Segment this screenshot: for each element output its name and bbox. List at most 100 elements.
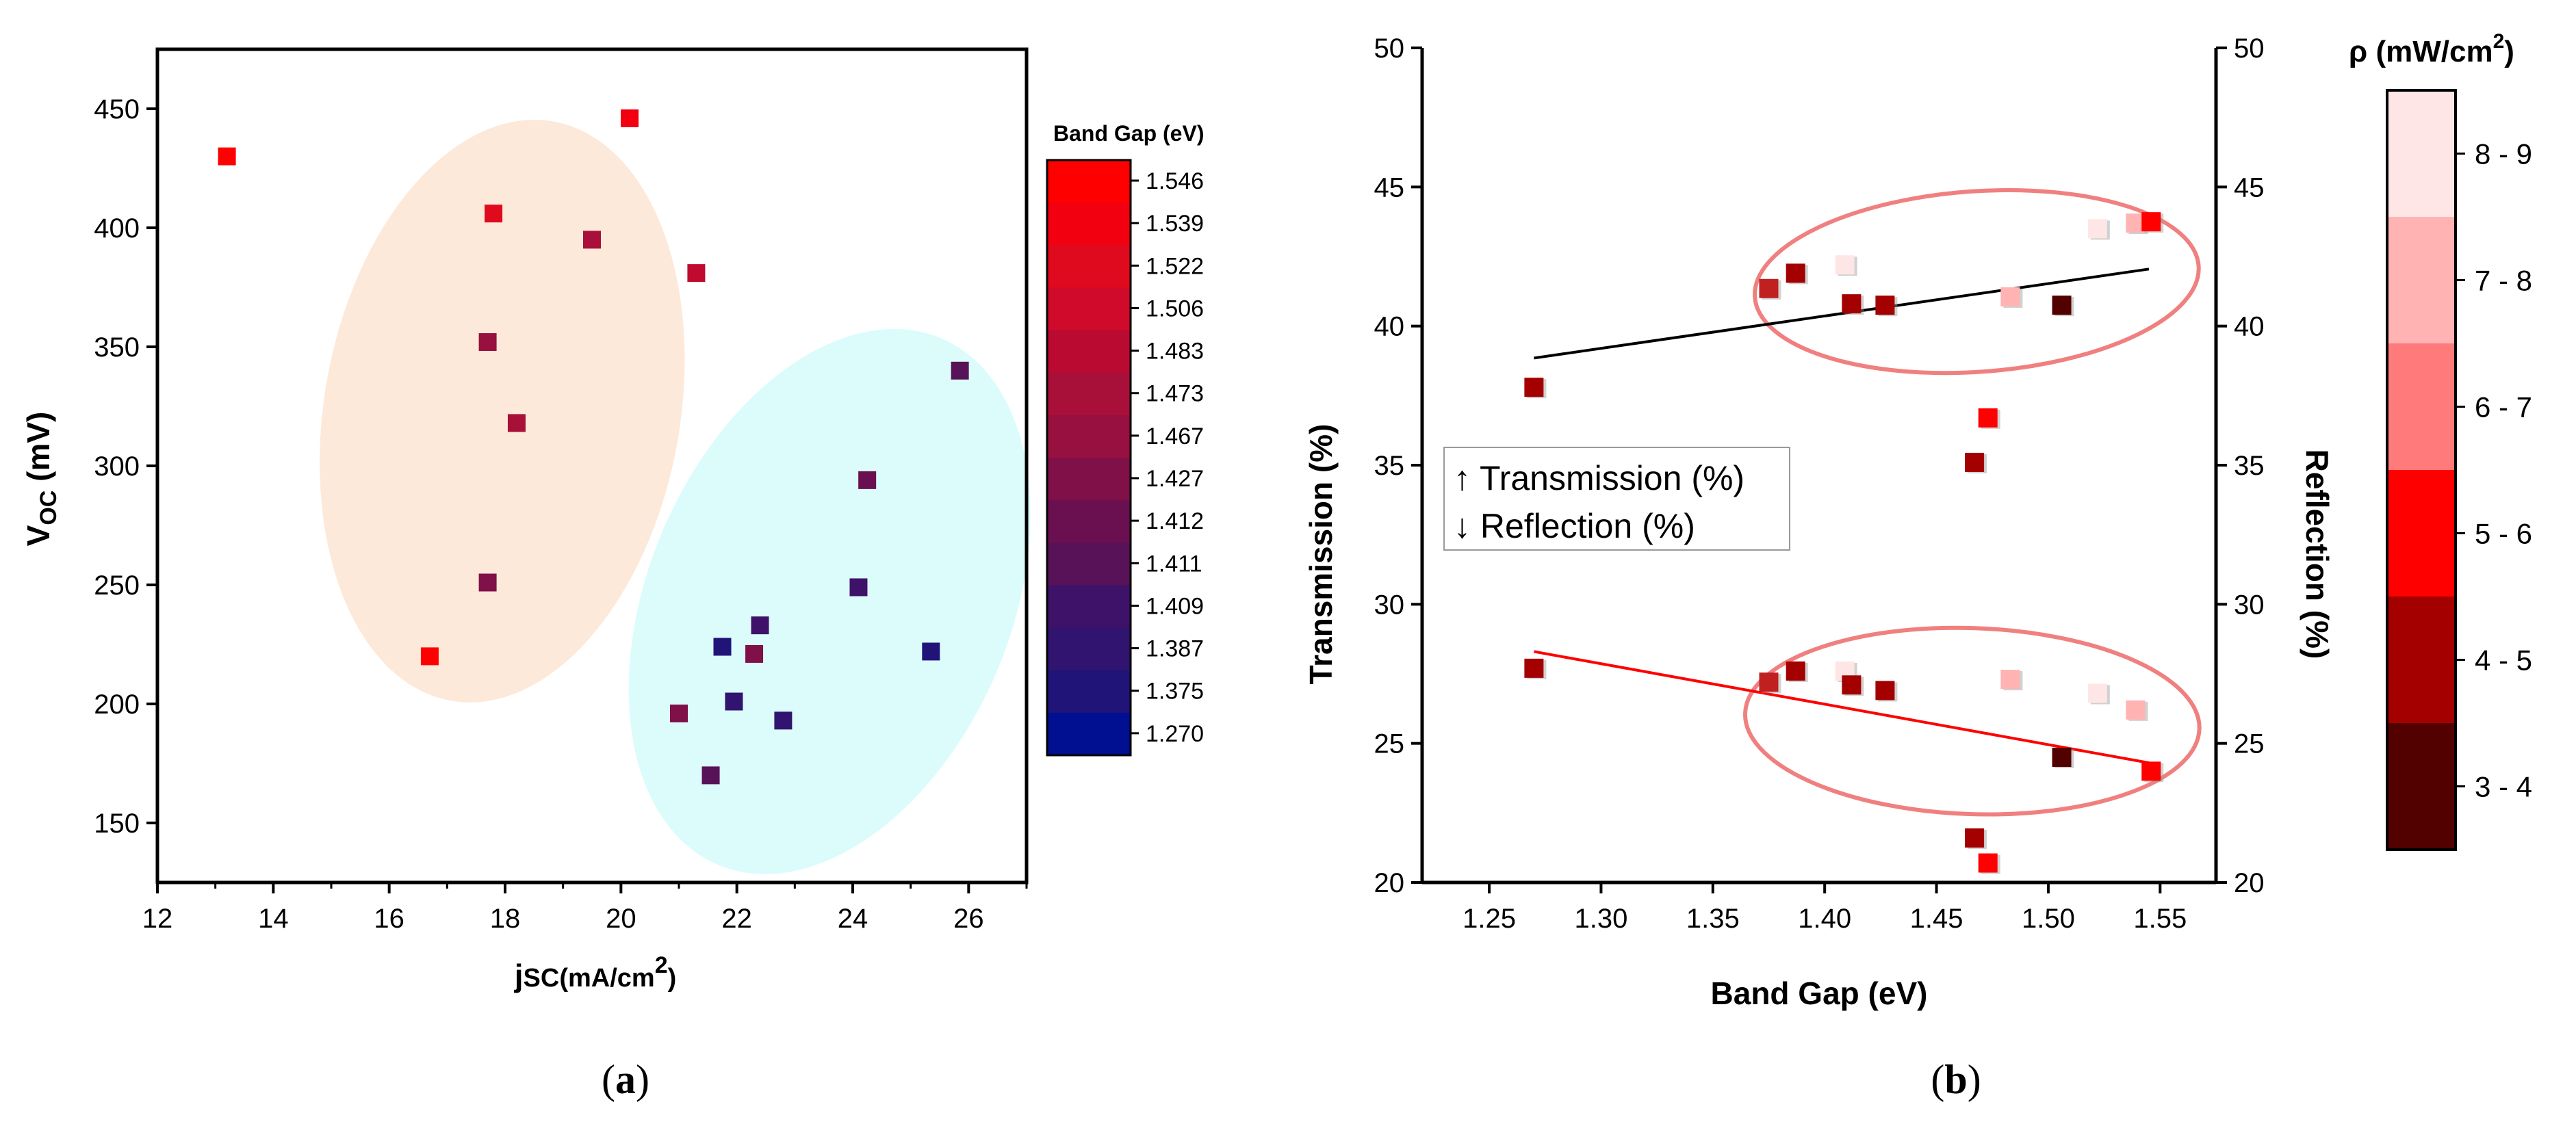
- transmission-point: [1835, 255, 1855, 275]
- highlight-ellipses: [1742, 187, 2202, 817]
- data-point: [701, 766, 720, 785]
- y-label-main: V: [21, 525, 56, 546]
- panel-a-label: (a): [602, 1057, 649, 1102]
- data-point: [858, 471, 877, 489]
- x-label-sub: SC: [524, 964, 560, 993]
- colorbar-cell: [1047, 160, 1131, 203]
- axes: 1.25 1.30 1.35 1.40 1.45 1.50 1.55 20 20 25 25 30 30…: [1374, 34, 2265, 934]
- colorbar-label: 1.409: [1146, 593, 1204, 619]
- colorbar-label: 1.411: [1146, 551, 1202, 577]
- reflection-point: [2141, 761, 2161, 781]
- reflection-point: [2126, 700, 2146, 720]
- transmission-points: [1524, 212, 2164, 473]
- y-label-sub: OC: [36, 490, 62, 525]
- colorbar-label: 1.270: [1146, 721, 1204, 747]
- data-points: [218, 109, 969, 785]
- reflection-point: [1978, 853, 1998, 873]
- y-tick-label-right: 35: [2234, 451, 2265, 481]
- x-tick-label: 1.35: [1686, 904, 1740, 934]
- fit-line-transmission: [1534, 267, 2150, 360]
- panel-b-label: (b): [1931, 1057, 1981, 1102]
- data-point: [583, 231, 601, 249]
- data-point: [922, 642, 940, 661]
- transmission-point: [2000, 287, 2020, 306]
- x-tick-label: 18: [490, 904, 521, 934]
- panel-b-letter: b: [1944, 1057, 1967, 1102]
- legend-box: [1443, 447, 1790, 551]
- colorbar-cell: [1047, 287, 1131, 331]
- x-label-main: j: [514, 958, 524, 993]
- x-tick-label: 26: [953, 904, 984, 934]
- data-point: [420, 647, 439, 666]
- reflection-point: [1786, 661, 1805, 681]
- data-point: [621, 109, 639, 127]
- transmission-point: [1759, 278, 1779, 298]
- colorbar-title: Band Gap (eV): [1053, 121, 1204, 146]
- fit-line-reflection: [1534, 650, 2150, 765]
- colorbar-cell: [1047, 585, 1131, 629]
- reflection-point: [1875, 681, 1895, 701]
- colorbar-cell: [2387, 343, 2456, 471]
- colorbar-title-sup: 2: [2493, 30, 2505, 53]
- data-point: [670, 704, 688, 722]
- y-tick-label-left: 30: [1374, 590, 1405, 620]
- colorbar-label: 1.467: [1146, 423, 1204, 449]
- x-tick-label: 1.50: [2022, 904, 2075, 934]
- colorbar-label: 4 - 5: [2475, 644, 2532, 677]
- y-tick-label-left: 40: [1374, 312, 1405, 342]
- colorbar-cell: [1047, 202, 1131, 246]
- data-point: [725, 692, 743, 711]
- x-tick-label: 20: [606, 904, 636, 934]
- colorbar-cell: [1047, 372, 1131, 416]
- colorbar-title-end: ): [2504, 35, 2514, 68]
- x-tick-label: 1.40: [1798, 904, 1851, 934]
- fit-lines: [1534, 267, 2150, 765]
- y-tick-label: 300: [94, 451, 140, 482]
- data-point: [745, 644, 764, 663]
- transmission-point: [2141, 212, 2161, 232]
- cluster-regions: [320, 120, 1031, 874]
- panel-a-chart: 12 14 16 18 20 22 24 26 150 200 250 300 350 400 450 V…: [21, 47, 1204, 1102]
- y-tick-label-left: 50: [1374, 34, 1405, 64]
- x-axis: 12 14 16 18 20 22 24 26: [142, 882, 1028, 934]
- colorbar-label: 1.412: [1146, 508, 1204, 534]
- y-tick-label-left: 35: [1374, 451, 1405, 481]
- data-point: [713, 638, 732, 656]
- reflection-point: [1965, 828, 1985, 848]
- reflection-point: [1524, 658, 1544, 678]
- y-axis-label-right: Reflection (%): [2300, 449, 2335, 659]
- colorbar-label: 5 - 6: [2475, 518, 2532, 550]
- colorbar-cell: [2387, 470, 2456, 597]
- colorbar-label: 8 - 9: [2475, 138, 2532, 170]
- colorbar-cell: [2387, 723, 2456, 850]
- x-tick-label: 14: [258, 904, 289, 934]
- transmission-point: [1524, 378, 1544, 397]
- reflection-point: [2052, 748, 2072, 767]
- x-tick-label: 12: [142, 904, 173, 934]
- reflection-points: [1524, 658, 2164, 874]
- y-axis: 150 200 250 300 350 400 450: [94, 94, 157, 839]
- transmission-point: [1978, 408, 1998, 428]
- colorbar-cell: [1047, 542, 1131, 586]
- y-tick-label: 450: [94, 94, 140, 125]
- y-tick-label: 350: [94, 332, 140, 363]
- colorbar-cell: [1047, 670, 1131, 713]
- reflection-point: [2000, 670, 2020, 690]
- x-tick-label: 1.25: [1463, 904, 1516, 934]
- colorbar-label: 1.506: [1146, 296, 1204, 322]
- x-label-unit: (mA/cm: [559, 964, 654, 993]
- colorbar-title-main: ρ (mW/cm: [2349, 35, 2493, 68]
- transmission-point: [1842, 294, 1862, 314]
- data-point: [478, 333, 497, 352]
- legend: ↑ Transmission (%) ↓ Reflection (%): [1443, 447, 1790, 551]
- y-axis-label: VOC (mV): [21, 412, 62, 547]
- panel-b-chart: 1.25 1.30 1.35 1.40 1.45 1.50 1.55 20 20 25 25 30 30…: [1303, 30, 2532, 1102]
- y-tick-label: 250: [94, 571, 140, 601]
- data-point: [951, 361, 969, 380]
- colorbar-label: 1.546: [1146, 168, 1204, 194]
- colorbar-label: 7 - 8: [2475, 265, 2532, 297]
- highlight-ellipse-transmission: [1753, 187, 2201, 376]
- x-tick-label: 1.30: [1574, 904, 1627, 934]
- x-tick-label: 24: [838, 904, 868, 934]
- data-point: [485, 205, 503, 223]
